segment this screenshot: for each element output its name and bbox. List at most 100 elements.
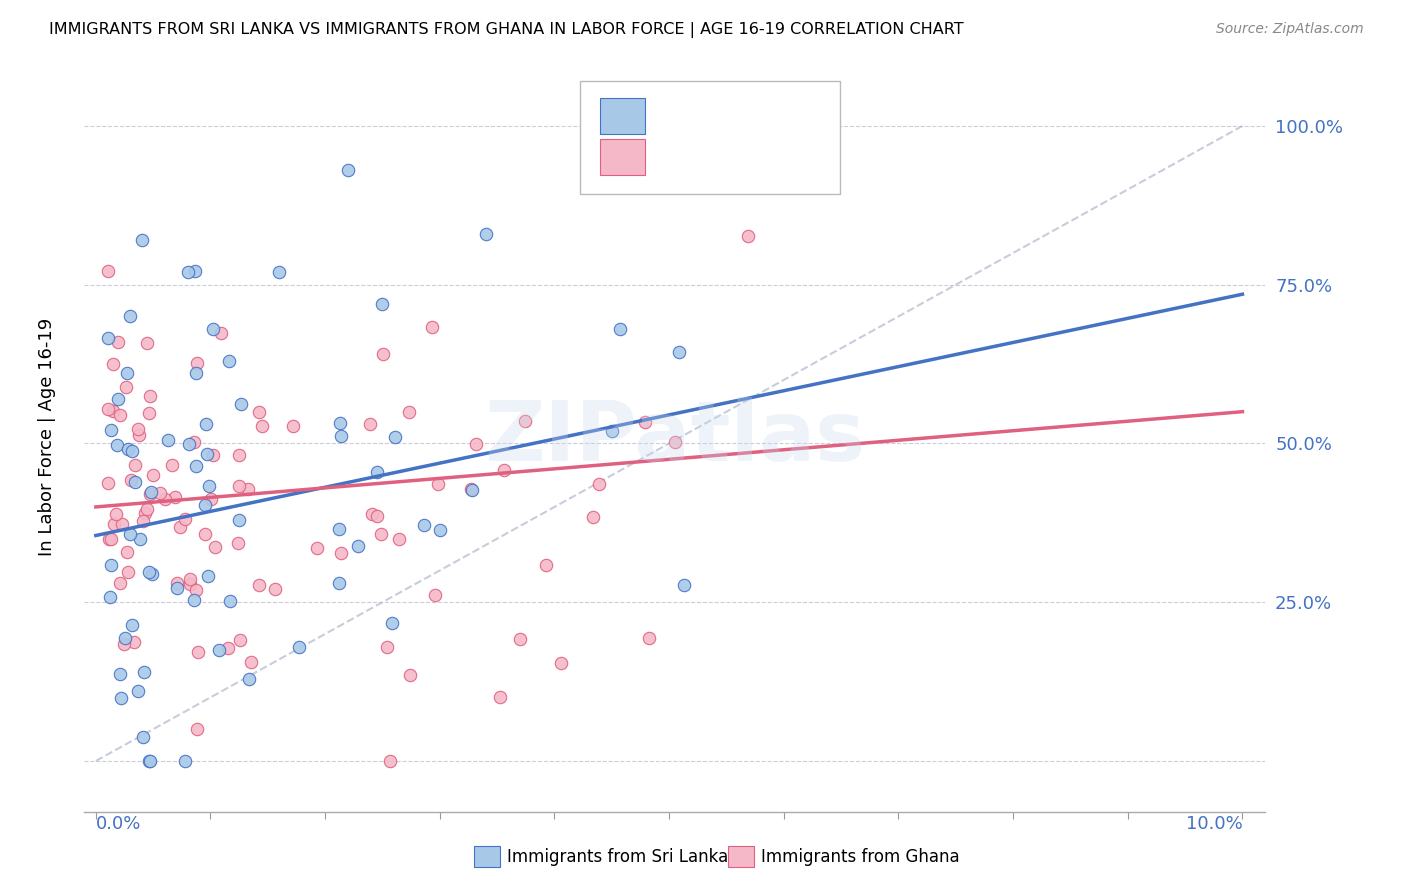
Point [139,389,162,403]
Point [184,582,207,597]
Text: 10.0%: 10.0% [1185,815,1243,833]
Text: 0.0%: 0.0% [96,815,141,833]
Point [668,344,690,359]
Point [195,447,218,461]
Point [138,754,160,768]
Point [638,631,661,645]
Point [464,437,486,451]
Point [228,478,250,492]
Text: R = 0.308: R = 0.308 [657,146,763,166]
Point [474,227,496,241]
Point [105,438,128,452]
Point [247,405,270,419]
Point [609,322,631,336]
Point [218,594,240,608]
Point [179,576,201,591]
Point [100,558,122,572]
Point [373,347,395,361]
Point [184,459,207,474]
Point [108,666,131,681]
Point [420,320,443,334]
Point [208,643,231,657]
Point [328,576,350,591]
Point [108,576,131,591]
Point [138,565,160,579]
Point [201,448,224,462]
Point [100,423,122,437]
Text: IMMIGRANTS FROM SRI LANKA VS IMMIGRANTS FROM GHANA IN LABOR FORCE | AGE 16-19 CO: IMMIGRANTS FROM SRI LANKA VS IMMIGRANTS … [49,22,965,38]
Point [127,422,149,436]
Point [124,634,146,648]
Point [197,569,219,583]
Point [412,518,434,533]
Point [550,656,572,670]
Point [134,506,156,520]
Point [211,326,233,340]
Point [228,449,250,463]
Point [672,578,695,592]
Point [155,492,177,507]
Point [187,645,209,659]
Point [429,524,451,538]
Point [139,754,162,768]
Point [228,513,250,527]
Point [107,392,129,406]
Point [247,578,270,592]
Point [110,691,132,706]
Point [97,402,120,417]
Point [124,458,146,472]
Point [489,690,512,704]
Point [229,633,252,648]
Point [132,730,155,744]
Point [139,486,162,500]
Point [200,491,222,506]
FancyBboxPatch shape [600,139,645,175]
Point [136,336,159,351]
Point [194,417,217,431]
Text: Immigrants from Sri Lanka: Immigrants from Sri Lanka [508,847,728,865]
Point [98,591,121,605]
Point [136,502,159,516]
Point [157,433,180,447]
Point [117,442,139,456]
Point [329,416,352,430]
Point [139,484,162,499]
Point [97,532,120,546]
Point [100,532,122,546]
Point [112,637,135,651]
Point [121,618,143,632]
Point [337,163,360,178]
Point [460,483,482,497]
Point [165,490,187,504]
Point [131,514,153,528]
Point [129,532,152,546]
Point [202,321,225,335]
Point [166,581,188,595]
Point [138,406,160,420]
Point [375,640,398,654]
Point [600,424,623,438]
Point [384,430,406,444]
Point [288,640,311,655]
Point [250,418,273,433]
Point [329,547,352,561]
Point [114,632,136,646]
Point [307,541,329,555]
Point [238,673,260,687]
Text: ZIPatlas: ZIPatlas [485,397,865,477]
Text: N = 67: N = 67 [763,105,837,124]
Point [176,265,198,279]
Text: Source: ZipAtlas.com: Source: ZipAtlas.com [1216,22,1364,37]
Point [588,477,610,491]
Point [134,665,156,679]
Point [366,465,388,479]
Point [380,615,402,630]
Point [281,418,304,433]
Text: Immigrants from Ghana: Immigrants from Ghana [761,847,960,865]
Point [183,435,205,450]
Point [359,417,381,431]
Point [107,334,129,349]
Point [366,508,388,523]
Point [425,588,447,602]
Point [231,397,253,411]
